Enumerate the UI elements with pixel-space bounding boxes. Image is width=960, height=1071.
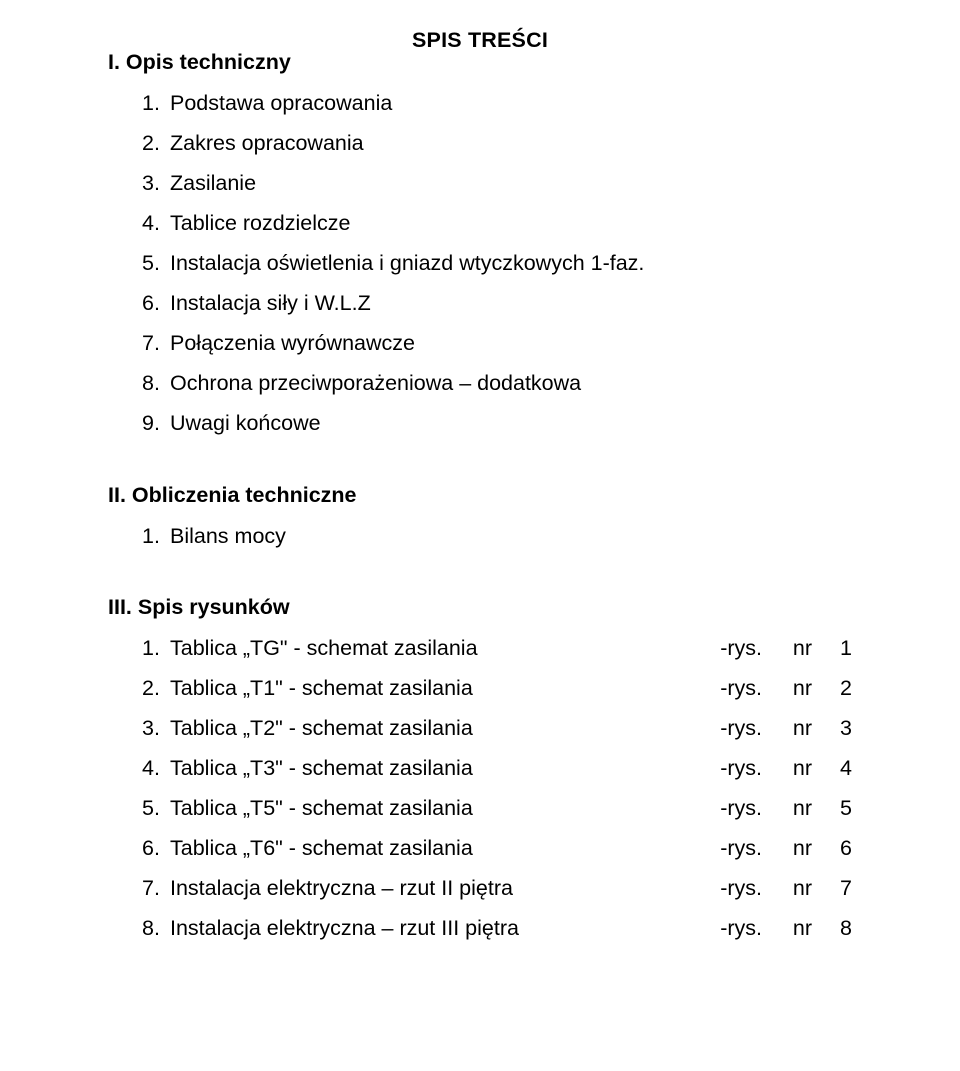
item-number: 4. [142, 213, 170, 235]
item-label: Zakres opracowania [170, 133, 364, 155]
item-number: 1. [142, 638, 170, 660]
item-label: Uwagi końcowe [170, 413, 321, 435]
rys-number: 5 [818, 798, 852, 820]
rys-prefix: -rys. [720, 876, 762, 900]
rys-prefix: -rys. [720, 676, 762, 700]
rys-prefix: -rys. [720, 836, 762, 860]
list-item: 6. Tablica „T6" - schemat zasilania -rys… [142, 838, 852, 860]
item-label: Instalacja elektryczna – rzut II piętra [170, 878, 513, 900]
item-number: 3. [142, 173, 170, 195]
list-item: 8. Ochrona przeciwporażeniowa – dodatkow… [142, 373, 852, 395]
rys-number: 2 [818, 678, 852, 700]
item-number: 4. [142, 758, 170, 780]
list-item: 2. Tablica „T1" - schemat zasilania -rys… [142, 678, 852, 700]
list-item: 5. Tablica „T5" - schemat zasilania -rys… [142, 798, 852, 820]
list-item: 1. Bilans mocy [142, 526, 852, 548]
item-number: 7. [142, 878, 170, 900]
list-item: 7. Instalacja elektryczna – rzut II pięt… [142, 878, 852, 900]
item-label: Instalacja siły i W.L.Z [170, 293, 371, 315]
list-item: 4. Tablice rozdzielcze [142, 213, 852, 235]
rys-prefix: -rys. [720, 916, 762, 940]
list-item: 8. Instalacja elektryczna – rzut III pię… [142, 918, 852, 940]
section-2-heading: II. Obliczenia techniczne [108, 483, 852, 508]
rys-prefix: -rys. [720, 756, 762, 780]
list-item: 3. Zasilanie [142, 173, 852, 195]
item-label: Tablica „T1" - schemat zasilania [170, 678, 473, 700]
item-label: Tablica „T5" - schemat zasilania [170, 798, 473, 820]
toc-title: SPIS TREŚCI [0, 28, 960, 53]
item-label: Połączenia wyrównawcze [170, 333, 415, 355]
item-number: 5. [142, 253, 170, 275]
item-number: 2. [142, 133, 170, 155]
nr-label: nr [768, 918, 812, 940]
item-number: 1. [142, 526, 170, 548]
nr-label: nr [768, 718, 812, 740]
item-number: 5. [142, 798, 170, 820]
list-item: 2. Zakres opracowania [142, 133, 852, 155]
list-item: 3. Tablica „T2" - schemat zasilania -rys… [142, 718, 852, 740]
section-3-heading: III. Spis rysunków [108, 595, 852, 620]
rys-number: 8 [818, 918, 852, 940]
list-item: 4. Tablica „T3" - schemat zasilania -rys… [142, 758, 852, 780]
list-item: 9. Uwagi końcowe [142, 413, 852, 435]
nr-label: nr [768, 838, 812, 860]
item-label: Tablice rozdzielcze [170, 213, 350, 235]
item-number: 2. [142, 678, 170, 700]
rys-number: 3 [818, 718, 852, 740]
item-number: 7. [142, 333, 170, 355]
item-label: Tablica „T3" - schemat zasilania [170, 758, 473, 780]
item-right: -rys. nr 6 [720, 838, 852, 860]
rys-number: 4 [818, 758, 852, 780]
item-number: 6. [142, 293, 170, 315]
rys-number: 6 [818, 838, 852, 860]
item-right: -rys. nr 4 [720, 758, 852, 780]
item-number: 8. [142, 918, 170, 940]
nr-label: nr [768, 758, 812, 780]
nr-label: nr [768, 878, 812, 900]
item-right: -rys. nr 2 [720, 678, 852, 700]
item-label: Tablica „TG" - schemat zasilania [170, 638, 478, 660]
nr-label: nr [768, 638, 812, 660]
item-right: -rys. nr 5 [720, 798, 852, 820]
rys-prefix: -rys. [720, 636, 762, 660]
list-item: 7. Połączenia wyrównawcze [142, 333, 852, 355]
item-number: 9. [142, 413, 170, 435]
list-item: 1. Tablica „TG" - schemat zasilania -rys… [142, 638, 852, 660]
section-1-heading: I. Opis techniczny [108, 50, 852, 75]
rys-number: 1 [818, 638, 852, 660]
item-label: Instalacja elektryczna – rzut III piętra [170, 918, 519, 940]
item-label: Instalacja oświetlenia i gniazd wtyczkow… [170, 253, 644, 275]
item-right: -rys. nr 3 [720, 718, 852, 740]
rys-prefix: -rys. [720, 796, 762, 820]
item-number: 1. [142, 93, 170, 115]
rys-prefix: -rys. [720, 716, 762, 740]
item-label: Tablica „T2" - schemat zasilania [170, 718, 473, 740]
item-label: Tablica „T6" - schemat zasilania [170, 838, 473, 860]
item-label: Bilans mocy [170, 526, 286, 548]
list-item: 5. Instalacja oświetlenia i gniazd wtycz… [142, 253, 852, 275]
item-number: 8. [142, 373, 170, 395]
item-label: Zasilanie [170, 173, 256, 195]
list-item: 6. Instalacja siły i W.L.Z [142, 293, 852, 315]
item-number: 3. [142, 718, 170, 740]
list-item: 1. Podstawa opracowania [142, 93, 852, 115]
page: SPIS TREŚCI I. Opis techniczny 1. Podsta… [0, 0, 960, 1071]
nr-label: nr [768, 798, 812, 820]
item-label: Ochrona przeciwporażeniowa – dodatkowa [170, 373, 581, 395]
rys-number: 7 [818, 878, 852, 900]
item-label: Podstawa opracowania [170, 93, 392, 115]
item-right: -rys. nr 8 [720, 918, 852, 940]
item-right: -rys. nr 1 [720, 638, 852, 660]
nr-label: nr [768, 678, 812, 700]
item-number: 6. [142, 838, 170, 860]
item-right: -rys. nr 7 [720, 878, 852, 900]
